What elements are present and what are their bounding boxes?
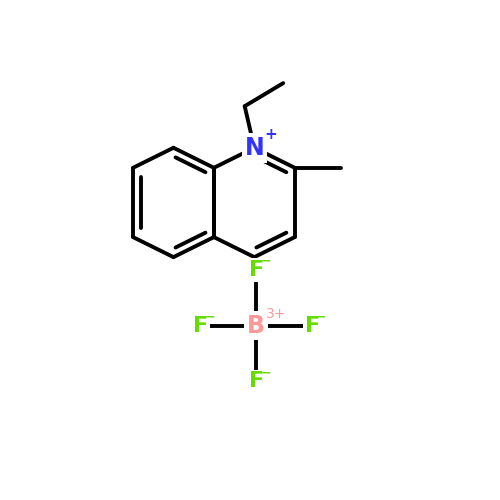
- Text: −: −: [204, 310, 215, 324]
- Text: −: −: [260, 366, 270, 380]
- Text: N: N: [244, 136, 264, 160]
- Text: B: B: [247, 314, 265, 338]
- Text: F: F: [193, 316, 208, 336]
- Text: 3+: 3+: [266, 307, 286, 321]
- Text: F: F: [248, 372, 264, 392]
- Text: F: F: [304, 316, 320, 336]
- Text: +: +: [264, 127, 277, 142]
- Text: −: −: [316, 310, 326, 324]
- Text: F: F: [248, 260, 264, 280]
- Text: −: −: [260, 255, 270, 268]
